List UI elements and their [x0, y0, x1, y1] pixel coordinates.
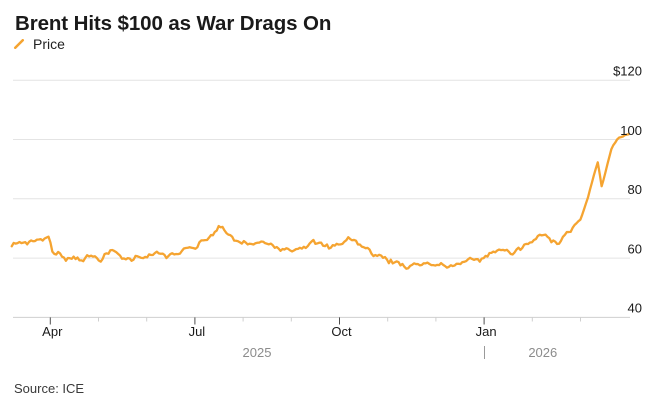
- svg-text:Jul: Jul: [189, 324, 206, 339]
- svg-text:$120: $120: [613, 64, 642, 79]
- svg-text:80: 80: [628, 182, 642, 197]
- svg-text:60: 60: [628, 241, 642, 256]
- svg-text:100: 100: [620, 123, 642, 138]
- svg-text:40: 40: [628, 301, 642, 316]
- svg-text:Jan: Jan: [476, 324, 497, 339]
- svg-text:2025: 2025: [243, 345, 272, 360]
- svg-text:Oct: Oct: [331, 324, 352, 339]
- svg-text:2026: 2026: [528, 345, 557, 360]
- svg-text:Apr: Apr: [42, 324, 63, 339]
